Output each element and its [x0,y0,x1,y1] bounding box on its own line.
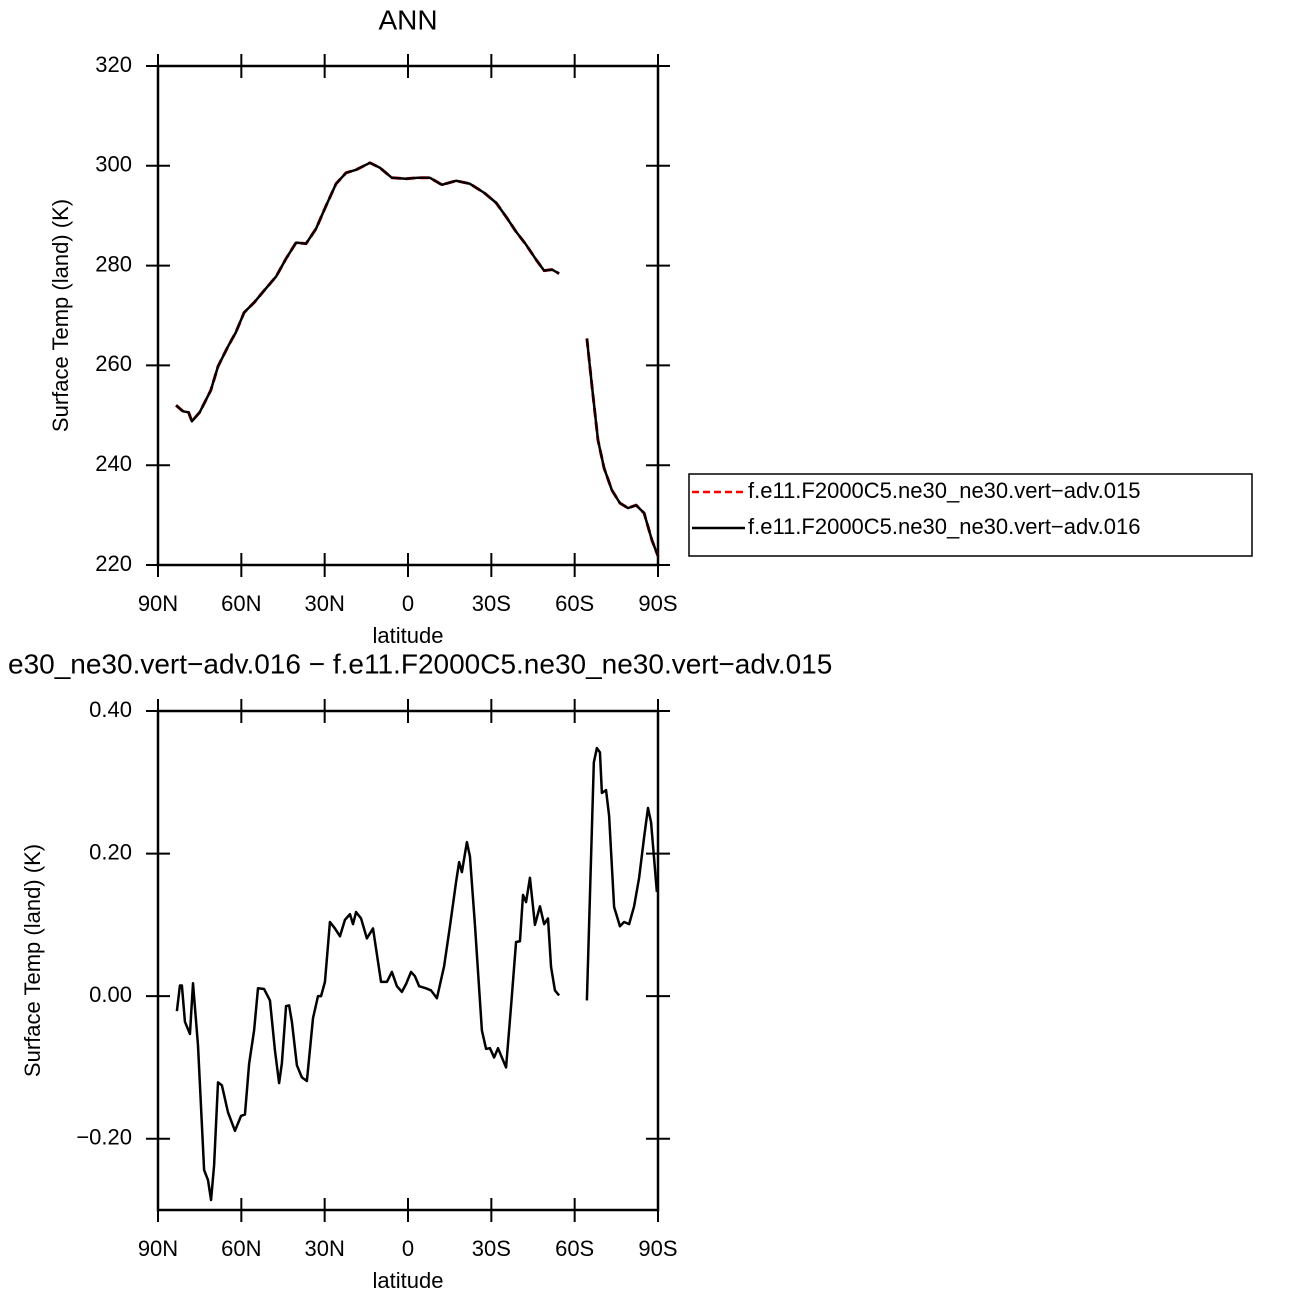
data-line [175,746,659,1202]
x-tick-label: 60N [221,1236,261,1261]
chart-title: ANN [378,4,437,35]
plot-frame [156,709,660,1212]
y-tick-label: 0.00 [89,982,132,1007]
y-axis-label: Surface Temp (land) (K) [48,199,73,432]
y-tick-label: 280 [95,251,132,276]
x-tick-label: 30S [472,591,511,616]
y-tick-label: −0.20 [76,1125,132,1150]
x-tick-label: 30S [472,1236,511,1261]
x-tick-label: 30N [304,591,344,616]
y-tick-label: 240 [95,451,132,476]
y-tick-label: 260 [95,351,132,376]
y-tick-label: 300 [95,152,132,177]
y-tick-label: 220 [95,551,132,576]
y-tick-label: 320 [95,52,132,77]
plot-frame [156,64,660,567]
x-axis-label: latitude [373,623,444,648]
data-line [175,161,660,557]
x-tick-label: 90S [638,591,677,616]
x-tick-label: 0 [402,591,414,616]
legend: f.e11.F2000C5.ne30_ne30.vert−adv.015 f.e1… [688,473,1253,557]
data-line [175,161,660,557]
chart-title: e30_ne30.vert−adv.016 − f.e11.F2000C5.ne… [8,648,832,679]
x-tick-label: 60N [221,591,261,616]
y-axis-label: Surface Temp (land) (K) [20,844,45,1077]
x-tick-label: 0 [402,1236,414,1261]
legend-box [688,473,1253,557]
x-tick-label: 90S [638,1236,677,1261]
y-tick-label: 0.40 [89,697,132,722]
x-axis-label: latitude [373,1268,444,1293]
legend-label: f.e11.F2000C5.ne30_ne30.vert−adv.015 [748,478,1140,503]
x-tick-label: 90N [138,1236,178,1261]
x-tick-label: 60S [555,591,594,616]
x-tick-label: 90N [138,591,178,616]
legend-label: f.e11.F2000C5.ne30_ne30.vert−adv.016 [748,514,1140,539]
x-tick-label: 60S [555,1236,594,1261]
y-tick-label: 0.20 [89,839,132,864]
x-tick-label: 30N [304,1236,344,1261]
